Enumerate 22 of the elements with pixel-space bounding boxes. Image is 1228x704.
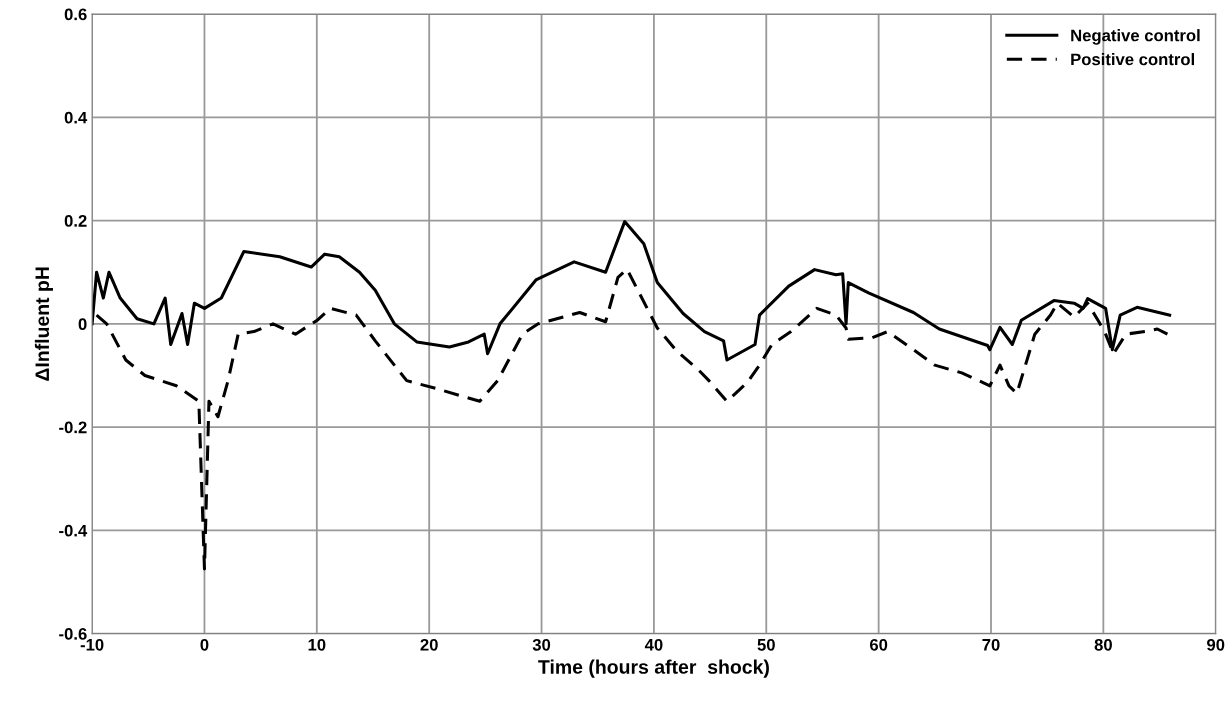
x-tick-label: 20 [420,638,438,651]
y-tick-label: 0.6 [64,8,87,21]
y-tick-label: -0.2 [59,421,87,434]
x-tick-label: 40 [644,638,663,651]
x-tick-label: 0 [200,638,209,651]
x-axis-title: Time (hours after shock) [538,659,769,678]
y-tick-label: -0.6 [59,628,87,640]
legend-label: Positive control [1071,53,1194,66]
y-axis-title: ΔInfluent pH [34,267,53,381]
x-tick-label: -10 [80,638,104,651]
x-tick-label: 90 [1207,638,1225,651]
legend-label: Negative control [1071,29,1200,45]
y-tick-label: 0.4 [64,111,88,124]
y-tick-label: 0 [78,318,87,331]
x-tick-label: 70 [982,638,1000,651]
y-tick-label: -0.4 [59,524,88,537]
x-tick-label: 30 [532,638,551,651]
x-tick-label: 50 [757,638,775,651]
x-tick-label: 10 [308,638,326,651]
x-tick-label: 80 [1094,638,1112,651]
y-tick-label: 0.2 [64,214,87,227]
x-tick-label: 60 [869,638,888,651]
